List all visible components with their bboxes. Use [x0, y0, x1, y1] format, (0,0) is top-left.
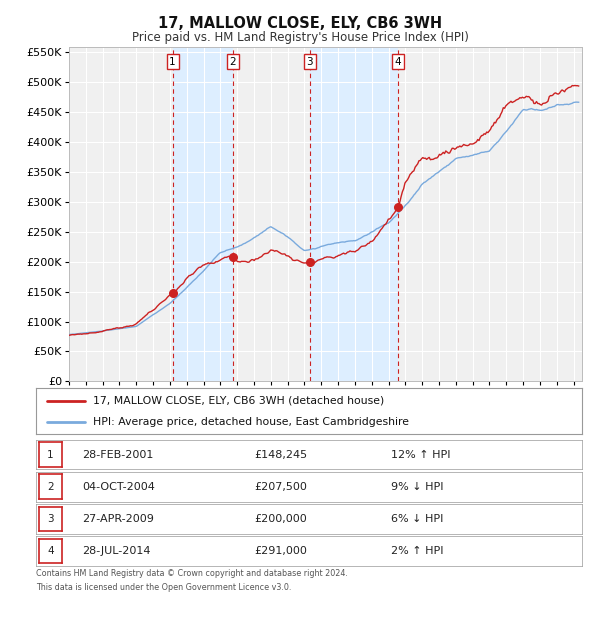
Text: 28-JUL-2014: 28-JUL-2014 — [82, 546, 151, 556]
Text: 1: 1 — [47, 450, 54, 459]
Bar — [173, 46, 233, 381]
Text: Price paid vs. HM Land Registry's House Price Index (HPI): Price paid vs. HM Land Registry's House … — [131, 31, 469, 44]
Text: 3: 3 — [307, 56, 313, 66]
Text: 6% ↓ HPI: 6% ↓ HPI — [391, 514, 443, 524]
Text: This data is licensed under the Open Government Licence v3.0.: This data is licensed under the Open Gov… — [36, 583, 292, 592]
Text: 2: 2 — [47, 482, 54, 492]
Text: Contains HM Land Registry data © Crown copyright and database right 2024.: Contains HM Land Registry data © Crown c… — [36, 569, 348, 578]
Text: 2% ↑ HPI: 2% ↑ HPI — [391, 546, 443, 556]
Bar — [310, 46, 398, 381]
Text: £207,500: £207,500 — [254, 482, 307, 492]
Text: 2: 2 — [230, 56, 236, 66]
Text: 27-APR-2009: 27-APR-2009 — [82, 514, 154, 524]
Text: 17, MALLOW CLOSE, ELY, CB6 3WH: 17, MALLOW CLOSE, ELY, CB6 3WH — [158, 16, 442, 30]
Text: 17, MALLOW CLOSE, ELY, CB6 3WH (detached house): 17, MALLOW CLOSE, ELY, CB6 3WH (detached… — [94, 396, 385, 405]
Text: HPI: Average price, detached house, East Cambridgeshire: HPI: Average price, detached house, East… — [94, 417, 409, 427]
Text: 04-OCT-2004: 04-OCT-2004 — [82, 482, 155, 492]
Text: 1: 1 — [169, 56, 176, 66]
Text: 4: 4 — [47, 546, 54, 556]
Text: £148,245: £148,245 — [254, 450, 308, 459]
Text: 4: 4 — [395, 56, 401, 66]
Text: 28-FEB-2001: 28-FEB-2001 — [82, 450, 154, 459]
Text: 3: 3 — [47, 514, 54, 524]
Text: 9% ↓ HPI: 9% ↓ HPI — [391, 482, 443, 492]
Text: £200,000: £200,000 — [254, 514, 307, 524]
Text: £291,000: £291,000 — [254, 546, 307, 556]
Text: 12% ↑ HPI: 12% ↑ HPI — [391, 450, 451, 459]
